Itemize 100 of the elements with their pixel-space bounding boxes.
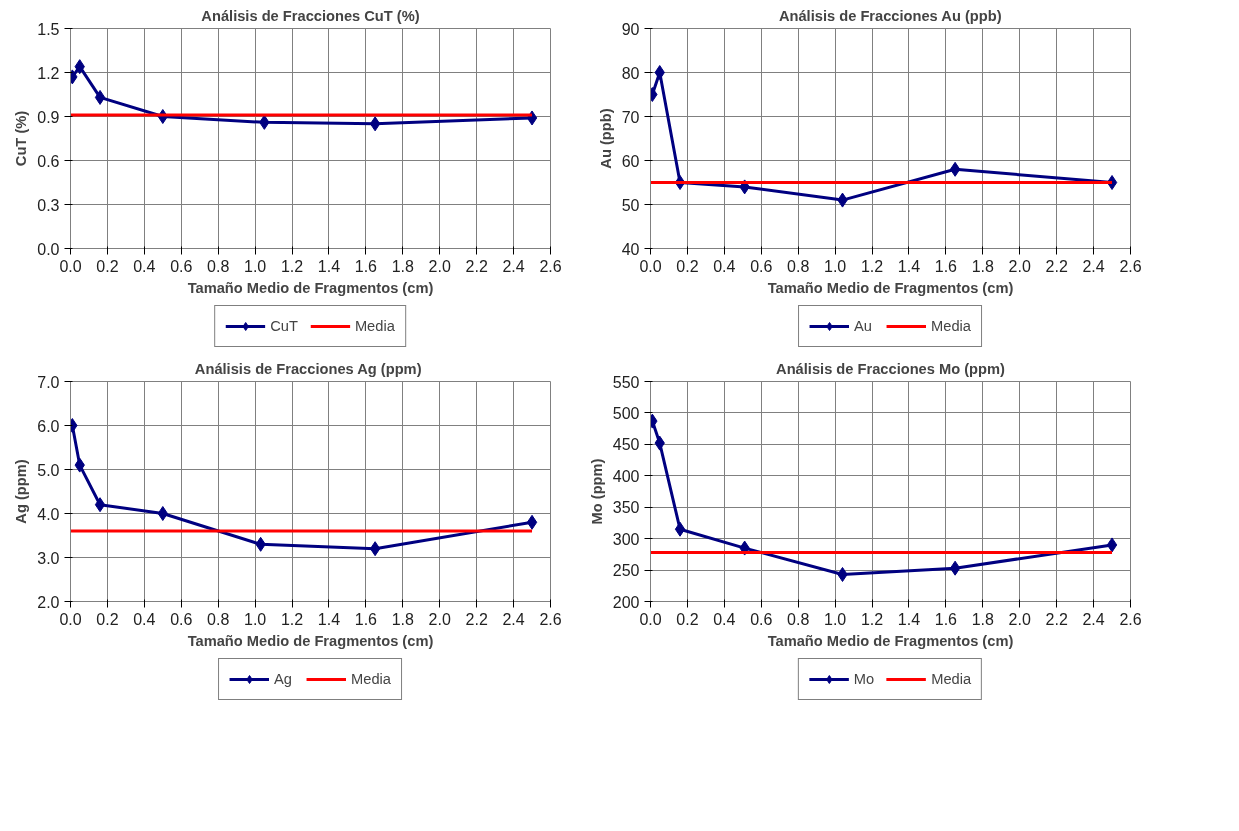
x-tick-label: 2.4 xyxy=(502,257,525,275)
x-tick-label: 0.0 xyxy=(639,257,662,275)
point xyxy=(369,541,381,557)
y-tick-label: 60 xyxy=(621,152,640,170)
y-tick-label: 400 xyxy=(612,467,640,485)
y-tick-label: 40 xyxy=(621,240,640,258)
x-axis-title: Tamaño Medio de Fragmentos (cm) xyxy=(187,279,434,296)
x-tick-label: 0.0 xyxy=(59,610,82,628)
y-axis-title: CuT (%) xyxy=(13,110,30,167)
x-tick-label: 0.6 xyxy=(750,257,773,275)
x-tick-label: 1.8 xyxy=(971,610,995,628)
x-tick-label: 2.6 xyxy=(1119,610,1142,628)
point xyxy=(157,506,168,521)
legend-label: Ag xyxy=(274,670,293,687)
x-tick-label: 1.2 xyxy=(280,257,304,275)
x-tick-label: 2.0 xyxy=(1008,610,1031,628)
x-tick-label: 2.2 xyxy=(1045,257,1068,275)
x-tick-label: 2.0 xyxy=(1008,257,1031,275)
x-tick-label: 0.2 xyxy=(96,257,119,275)
legend-label: Media xyxy=(354,317,395,334)
y-tick-label: 0.6 xyxy=(37,152,60,170)
x-tick-label: 0.8 xyxy=(207,257,230,275)
x-axis-title: Tamaño Medio de Fragmentos (cm) xyxy=(187,632,434,649)
x-tick-label: 0.8 xyxy=(787,610,810,628)
x-tick-label: 0.0 xyxy=(639,610,662,628)
point xyxy=(94,497,106,513)
x-tick-label: 2.4 xyxy=(1082,610,1105,628)
y-tick-label: 200 xyxy=(612,593,640,611)
y-tick-label: 250 xyxy=(612,562,640,580)
x-tick-label: 1.2 xyxy=(860,257,884,275)
chart-title: Análisis de Fracciones CuT (%) xyxy=(201,7,420,24)
x-tick-label: 1.0 xyxy=(823,610,847,628)
x-tick-label: 1.2 xyxy=(860,610,884,628)
x-tick-label: 0.2 xyxy=(676,610,699,628)
legend-label: Media xyxy=(931,317,971,334)
x-tick-label: 2.6 xyxy=(539,610,562,628)
point xyxy=(654,65,665,80)
x-tick-label: 0.6 xyxy=(170,257,193,275)
x-tick-label: 1.8 xyxy=(391,257,415,275)
y-tick-label: 2.0 xyxy=(37,593,60,611)
point xyxy=(526,514,538,530)
x-tick-label: 2.4 xyxy=(502,610,525,628)
x-tick-label: 1.6 xyxy=(934,257,958,275)
point xyxy=(94,89,106,105)
x-tick-label: 0.2 xyxy=(96,610,119,628)
y-tick-label: 300 xyxy=(612,530,640,548)
point xyxy=(674,521,686,537)
y-tick-label: 6.0 xyxy=(37,417,60,435)
y-axis-title: Au (ppb) xyxy=(597,108,614,169)
y-tick-label: 50 xyxy=(621,196,640,214)
y-tick-label: 550 xyxy=(612,373,640,391)
chart-title: Análisis de Fracciones Mo (ppm) xyxy=(776,360,1006,377)
x-tick-label: 1.8 xyxy=(971,257,995,275)
y-axis-title: Ag (ppm) xyxy=(13,459,30,524)
y-tick-label: 7.0 xyxy=(37,373,60,391)
x-tick-label: 1.6 xyxy=(354,257,378,275)
x-tick-label: 2.2 xyxy=(1045,610,1068,628)
x-tick-label: 1.0 xyxy=(243,257,267,275)
x-tick-label: 2.6 xyxy=(1119,257,1142,275)
x-tick-label: 1.4 xyxy=(317,610,341,628)
x-tick-label: 1.2 xyxy=(280,610,304,628)
legend-label: Media xyxy=(931,670,972,687)
x-tick-label: 1.6 xyxy=(354,610,378,628)
point xyxy=(949,161,961,177)
y-tick-label: 1.5 xyxy=(37,20,60,38)
y-tick-label: 4.0 xyxy=(37,505,60,523)
x-tick-label: 2.4 xyxy=(1082,257,1105,275)
y-tick-label: 80 xyxy=(621,64,640,82)
x-tick-label: 0.8 xyxy=(207,610,230,628)
y-tick-label: 450 xyxy=(612,436,640,454)
x-tick-label: 1.4 xyxy=(897,610,921,628)
legend-label: Media xyxy=(351,670,391,687)
x-tick-label: 2.0 xyxy=(428,610,451,628)
x-tick-label: 1.0 xyxy=(243,610,267,628)
point xyxy=(369,116,381,132)
x-tick-label: 0.0 xyxy=(59,257,82,275)
x-tick-label: 1.4 xyxy=(897,257,921,275)
x-tick-label: 1.0 xyxy=(823,257,847,275)
y-tick-label: 90 xyxy=(621,20,640,38)
chart-title: Análisis de Fracciones Au (ppb) xyxy=(778,7,1002,24)
x-tick-label: 1.6 xyxy=(934,610,958,628)
x-tick-label: 0.4 xyxy=(133,610,156,628)
x-tick-label: 2.0 xyxy=(428,257,451,275)
x-tick-label: 0.6 xyxy=(170,610,193,628)
x-tick-label: 0.4 xyxy=(713,610,736,628)
x-tick-label: 2.2 xyxy=(465,610,488,628)
x-axis-title: Tamaño Medio de Fragmentos (cm) xyxy=(767,632,1014,649)
x-tick-label: 0.4 xyxy=(713,257,736,275)
legend-label: Au xyxy=(854,317,873,334)
legend-label: CuT xyxy=(270,317,298,334)
y-tick-label: 3.0 xyxy=(37,549,60,567)
x-tick-label: 1.8 xyxy=(391,610,415,628)
legend-label: Mo xyxy=(853,670,875,687)
x-tick-label: 2.2 xyxy=(465,257,488,275)
y-tick-label: 350 xyxy=(612,499,640,517)
chart-title: Análisis de Fracciones Ag (ppm) xyxy=(194,360,422,377)
y-axis-title: Mo (ppm) xyxy=(588,458,605,525)
y-tick-label: 0.9 xyxy=(37,108,60,126)
x-tick-label: 0.4 xyxy=(133,257,156,275)
x-tick-label: 0.6 xyxy=(750,610,773,628)
